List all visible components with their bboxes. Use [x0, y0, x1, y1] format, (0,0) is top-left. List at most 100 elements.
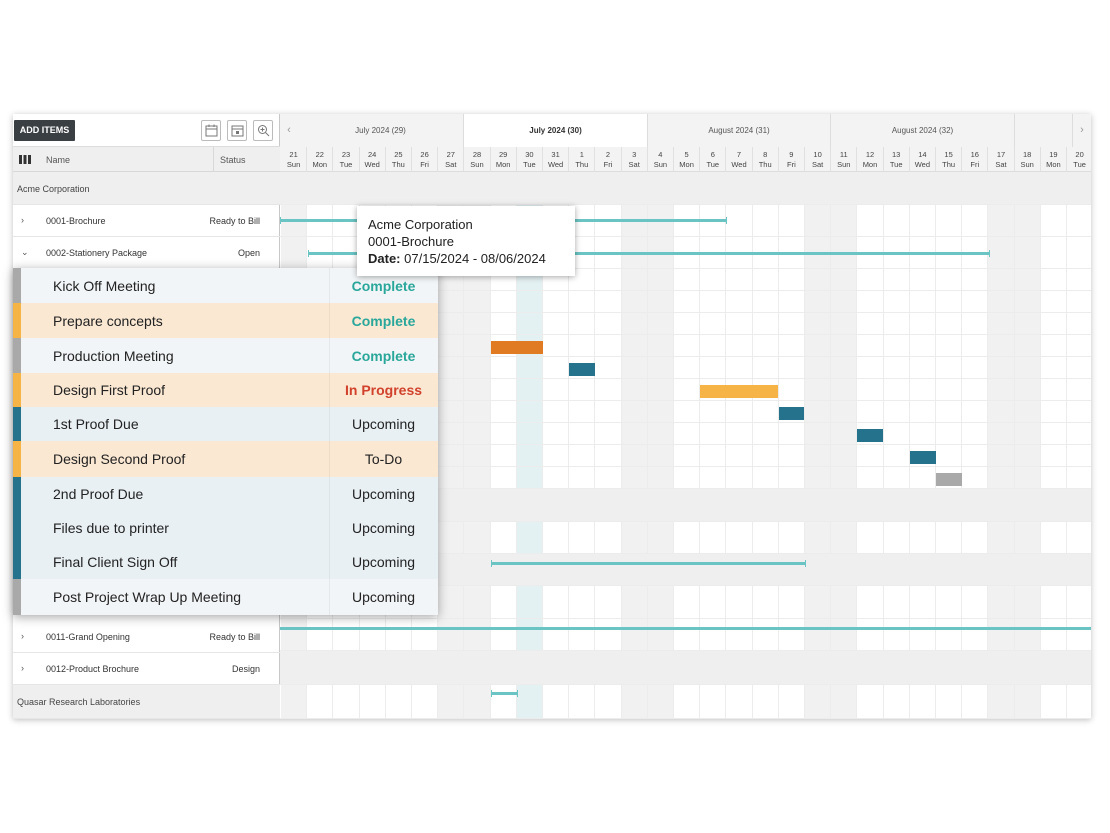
day-number: 7	[736, 150, 742, 159]
chevron-right-icon[interactable]: ›	[21, 631, 24, 641]
day-grid-column	[491, 172, 517, 719]
span-end-cap	[491, 560, 492, 567]
project-row[interactable]: › 0011-Grand Opening Ready to Bill	[13, 620, 280, 653]
cell-divider	[329, 477, 330, 511]
project-span-bar[interactable]	[280, 627, 1091, 630]
add-items-button[interactable]: ADD ITEMS	[14, 120, 75, 141]
task-bar[interactable]	[936, 473, 962, 486]
day-number: 31	[551, 150, 560, 159]
chevron-right-icon[interactable]: ›	[21, 663, 24, 673]
day-weekday: Sun	[286, 160, 301, 169]
day-column-header: 29 Mon	[491, 147, 517, 172]
task-row[interactable]: 1st Proof Due Upcoming	[13, 407, 438, 441]
day-weekday: Sat	[811, 160, 824, 169]
day-number: 6	[710, 150, 715, 159]
day-grid-column	[779, 172, 805, 719]
month-week-32: August 2024 (32)	[831, 114, 1015, 147]
columns-icon[interactable]	[19, 155, 31, 164]
calendar-today-button[interactable]	[227, 120, 247, 141]
tooltip-date: Date: 07/15/2024 - 08/06/2024	[368, 250, 564, 267]
project-row[interactable]: ⌄ 0002-Stationery Package Open	[13, 237, 280, 269]
day-column-header: 24 Wed	[360, 147, 386, 172]
task-row[interactable]: Post Project Wrap Up Meeting Upcoming	[13, 579, 438, 615]
task-name: Post Project Wrap Up Meeting	[53, 589, 242, 605]
day-number: 22	[315, 150, 324, 159]
day-number: 21	[289, 150, 298, 159]
day-column-header: 23 Tue	[333, 147, 360, 172]
day-weekday: Fri	[420, 160, 429, 169]
task-row[interactable]: Prepare concepts Complete	[13, 303, 438, 338]
timeline-row	[280, 445, 1091, 467]
day-column-header: 11 Sun	[831, 147, 858, 172]
day-column-header: 31 Wed	[543, 147, 570, 172]
timeline-row	[280, 313, 1091, 335]
client-group-row[interactable]: Quasar Research Laboratories	[13, 685, 280, 719]
task-row[interactable]: 2nd Proof Due Upcoming	[13, 477, 438, 511]
day-weekday: Sun	[470, 160, 484, 169]
task-row[interactable]: Production Meeting Complete	[13, 338, 438, 373]
client-group-row[interactable]: Acme Corporation	[13, 172, 280, 205]
project-span-bar[interactable]	[491, 562, 805, 565]
day-weekday: Fri	[970, 160, 980, 169]
task-row[interactable]: Files due to printer Upcoming	[13, 511, 438, 545]
status-column-header[interactable]: Status	[220, 155, 246, 165]
scroll-left-icon[interactable]: ‹	[280, 114, 298, 147]
task-row[interactable]: Design First Proof In Progress	[13, 373, 438, 407]
day-column-header: 28 Sun	[464, 147, 491, 172]
timeline-row	[280, 401, 1091, 423]
day-column-header: 2 Fri	[595, 147, 622, 172]
day-number: 8	[763, 150, 768, 159]
day-number: 18	[1023, 150, 1032, 159]
project-name: 0002-Stationery Package	[46, 248, 148, 258]
zoom-button[interactable]	[253, 120, 273, 141]
day-weekday: Sun	[1020, 160, 1034, 169]
task-bar[interactable]	[700, 385, 778, 398]
name-column-header[interactable]: Name	[46, 155, 71, 165]
month-week-31: August 2024 (31)	[648, 114, 831, 147]
task-bar[interactable]	[491, 341, 543, 354]
scroll-right-icon[interactable]: ›	[1073, 114, 1091, 147]
task-bar[interactable]	[779, 407, 804, 420]
day-weekday: Mon	[1046, 160, 1061, 169]
project-row[interactable]: › 0012-Product Brochure Design	[13, 653, 280, 685]
span-end-cap	[805, 560, 806, 567]
task-bar[interactable]	[857, 429, 883, 442]
task-status: Complete	[351, 278, 416, 294]
zoom-in-icon	[258, 125, 270, 137]
day-header: 21 Sun 22 Mon 23 Tue 24 Wed 25 Thu 26 Fri 27 Sat 28 Sun…	[280, 147, 1091, 172]
task-name: Files due to printer	[53, 520, 169, 536]
task-name: Final Client Sign Off	[53, 554, 178, 570]
chevron-down-icon[interactable]: ⌄	[21, 247, 29, 257]
day-number: 10	[813, 150, 822, 159]
chevron-right-icon[interactable]: ›	[21, 215, 24, 225]
project-span-bar[interactable]	[308, 252, 989, 255]
calendar-start-button[interactable]	[201, 120, 221, 141]
task-color-stripe	[13, 579, 21, 615]
calendar-icon	[205, 124, 218, 137]
month-header: ‹ July 2024 (29) July 2024 (30) August 2…	[280, 114, 1091, 147]
day-number: 12	[865, 150, 875, 159]
task-status: In Progress	[344, 382, 423, 398]
day-column-header: 1 Thu	[569, 147, 596, 172]
project-status: Design	[231, 664, 260, 674]
task-row[interactable]: Design Second Proof To-Do	[13, 441, 438, 477]
day-number: 3	[632, 150, 637, 159]
task-row[interactable]: Final Client Sign Off Upcoming	[13, 545, 438, 579]
day-number: 29	[499, 150, 508, 159]
task-bar[interactable]	[569, 363, 595, 376]
task-name: Production Meeting	[53, 348, 174, 364]
span-end-cap	[517, 690, 518, 697]
task-status: Upcoming	[351, 589, 416, 605]
timeline-row	[280, 172, 1091, 205]
day-number: 19	[1049, 150, 1058, 159]
task-color-stripe	[13, 477, 21, 511]
project-span-bar[interactable]	[491, 692, 517, 695]
project-status: Ready to Bill	[209, 632, 260, 642]
project-status: Open	[237, 248, 260, 258]
day-column-header: 17 Sat	[988, 147, 1015, 172]
task-bar[interactable]	[910, 451, 936, 464]
project-row[interactable]: › 0001-Brochure Ready to Bill	[13, 205, 280, 237]
timeline-row	[280, 467, 1091, 489]
task-name: Design First Proof	[53, 382, 166, 398]
task-color-stripe	[13, 511, 21, 545]
